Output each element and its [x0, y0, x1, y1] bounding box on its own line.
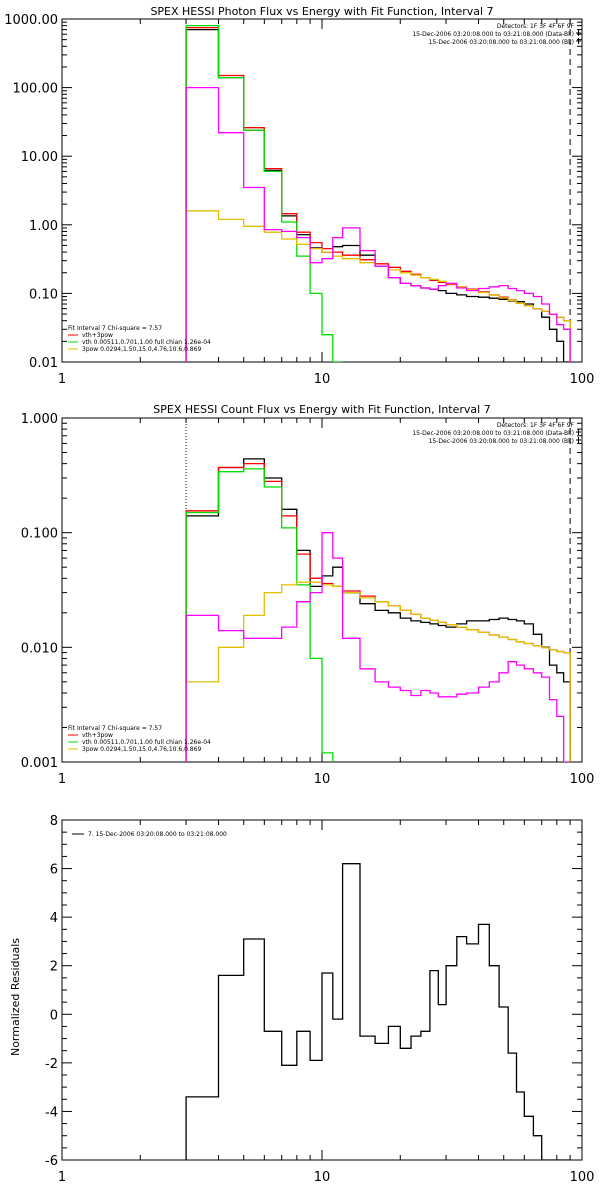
panel-title: SPEX HESSI Count Flux vs Energy with Fit… — [153, 403, 490, 416]
x-tick-label: 10 — [314, 772, 331, 787]
y-axis-label: Normalized Residuals — [9, 938, 22, 1056]
y-tick-label: 0 — [50, 1008, 58, 1023]
legend-label: 7. 15-Dec-2006 03:20:08.000 to 03:21:08.… — [88, 831, 227, 838]
photon-flux-panel: SPEX HESSI Photon Flux vs Energy with Fi… — [4, 5, 594, 387]
x-tick-label: 1 — [58, 1170, 66, 1185]
legend-label: vth 0.00511,0.701,1.00 full chian 1.26e-… — [82, 339, 211, 346]
y-tick-label: -2 — [45, 1057, 58, 1072]
count-flux-panel: SPEX HESSI Count Flux vs Energy with Fit… — [21, 403, 595, 787]
x-tick-label: 10 — [314, 372, 331, 387]
y-tick-label: 1.00 — [29, 219, 58, 234]
y-tick-label: 6 — [50, 863, 58, 878]
legend-label: 3pow 0.0294,1.50,15.0,4.76,10.6,0.869 — [82, 346, 201, 353]
legend-label: vth+3pow — [82, 332, 113, 339]
header-text: 15-Dec-2006 03:20:08.000 to 03:21:08.000… — [429, 39, 574, 46]
x-tick-label: 100 — [570, 772, 595, 787]
legend-label: vth 0.00511,0.701,1.00 full chian 1.26e-… — [82, 739, 211, 746]
y-tick-label: 1000.00 — [4, 13, 58, 28]
header-text: Detectors: 1F 3F 4F 6F 9F — [497, 422, 575, 429]
x-tick-label: 1 — [58, 372, 66, 387]
y-tick-label: 0.100 — [21, 527, 58, 542]
y-tick-label: -6 — [45, 1154, 58, 1169]
x-tick-label: 1 — [58, 772, 66, 787]
y-tick-label: 2 — [50, 960, 58, 975]
y-tick-label: 0.010 — [21, 641, 58, 656]
y-tick-label: 0.10 — [29, 287, 58, 302]
header-text: 15-Dec-2006 03:20:08.000 to 03:21:08.000… — [429, 438, 574, 445]
legend-label: vth+3pow — [82, 732, 113, 739]
series-line — [185, 532, 571, 762]
series-line — [185, 863, 571, 1160]
y-tick-label: 10.00 — [21, 150, 58, 165]
series-line — [185, 210, 571, 362]
y-tick-label: -4 — [45, 1105, 58, 1120]
y-tick-label: 100.00 — [13, 82, 59, 97]
x-tick-label: 100 — [570, 372, 595, 387]
series-line — [185, 86, 571, 362]
y-tick-label: 4 — [50, 911, 58, 926]
header-text: 15-Dec-2006 03:20:08.000 to 03:21:08.000… — [412, 430, 574, 437]
legend-title: Fit Interval 7 Chi-square = 7.57 — [68, 725, 162, 732]
series-line — [185, 462, 571, 762]
header-text: Detectors: 1F 3F 4F 6F 9F — [497, 23, 575, 30]
series-line — [185, 458, 571, 762]
x-tick-label: 100 — [570, 1170, 595, 1185]
series-line — [185, 581, 571, 762]
x-tick-label: 10 — [314, 1170, 331, 1185]
y-tick-label: 1.000 — [21, 412, 58, 427]
panel-title: SPEX HESSI Photon Flux vs Energy with Fi… — [150, 5, 493, 18]
y-tick-label: 0.001 — [21, 756, 58, 771]
header-text: 15-Dec-2006 03:20:08.000 to 03:21:08.000… — [412, 31, 574, 38]
residuals-panel: Normalized Residuals 1 10 100 -6 -4 -2 0 2 4 6 8 7.… — [9, 814, 594, 1185]
y-tick-label: 8 — [50, 814, 58, 829]
series-line — [185, 24, 343, 362]
y-tick-label: 0.01 — [29, 356, 58, 371]
legend-label: 3pow 0.0294,1.50,15.0,4.76,10.6,0.869 — [82, 746, 201, 753]
legend-title: Fit Interval 7 Chi-square = 7.57 — [68, 325, 162, 332]
series-line — [185, 468, 334, 762]
